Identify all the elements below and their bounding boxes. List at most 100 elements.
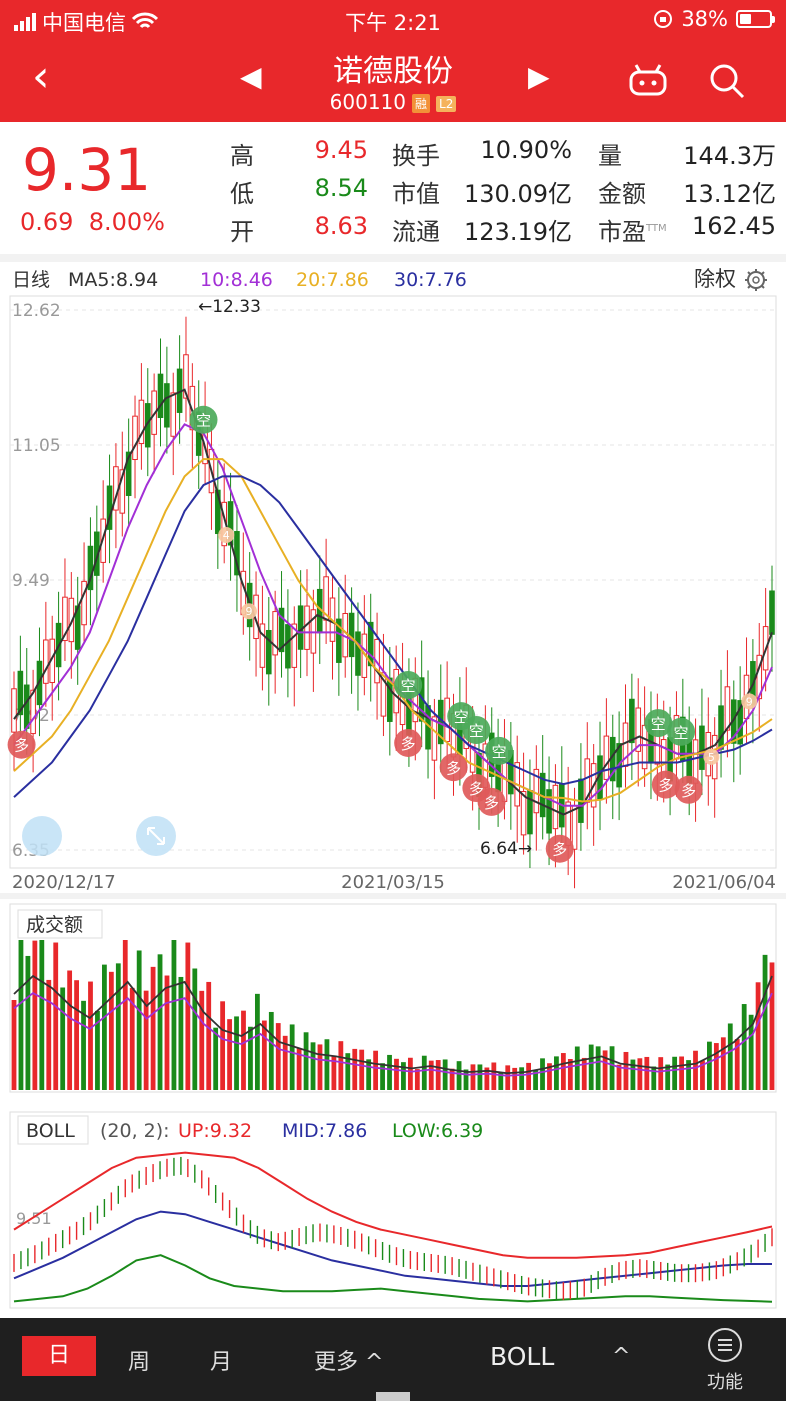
volume-bar — [296, 1048, 302, 1090]
volume-bar — [143, 990, 149, 1090]
volume-bar — [25, 955, 31, 1090]
candle-body — [520, 791, 527, 836]
robot-assistant-icon[interactable] — [628, 62, 668, 98]
signal-text: 空 — [196, 412, 211, 430]
volume-bar — [707, 1041, 712, 1090]
stock-code-row: 600110 融 L2 — [0, 90, 786, 114]
volume-bar — [644, 1056, 650, 1090]
signal-badge — [667, 717, 696, 746]
volume-bar — [526, 1062, 532, 1090]
divider — [0, 254, 786, 262]
volume-bar — [18, 940, 24, 1090]
prev-stock-icon[interactable]: ◀ — [240, 60, 262, 93]
candle-body — [552, 784, 559, 830]
candle-body — [17, 670, 24, 716]
ma5-label: MA5:8.94 — [68, 269, 158, 291]
volume-bar — [456, 1061, 462, 1090]
volume-bar — [554, 1056, 559, 1090]
signal-text: 空 — [651, 715, 666, 733]
candle-body — [699, 725, 705, 770]
settings-gear-icon[interactable] — [745, 269, 767, 291]
volume-label-box — [17, 909, 103, 939]
signal-text: 多 — [446, 759, 461, 777]
signal-badge — [485, 736, 514, 765]
adjust-label[interactable]: 除权 — [694, 267, 736, 291]
indicator-selector[interactable]: BOLL — [490, 1342, 555, 1371]
volume-bar — [727, 1023, 733, 1090]
amount-label: 金额 — [598, 180, 646, 208]
volume-bar — [560, 1053, 566, 1090]
signal-text: 5 — [708, 751, 715, 764]
tab-more[interactable]: 更多 ^ — [314, 1350, 384, 1375]
signal-badge — [240, 603, 257, 620]
signal-marker: 空 — [189, 405, 218, 434]
volume-bar — [567, 1059, 573, 1090]
expand-bubble-icon[interactable] — [136, 816, 176, 856]
volume-bar — [547, 1063, 552, 1090]
volume-bar — [115, 963, 121, 1090]
candle-body — [629, 698, 635, 744]
volume-chart[interactable]: 成交额 — [0, 900, 786, 1100]
signal-text: 空 — [492, 743, 507, 761]
price-change: 0.69 8.00% — [20, 208, 165, 236]
candle-body — [30, 689, 36, 735]
signal-badge — [545, 834, 574, 863]
indicator-arrow-icon[interactable]: ^ — [612, 1344, 631, 1369]
search-icon[interactable] — [708, 62, 746, 100]
volume-bar — [380, 1063, 385, 1090]
volume-bar — [407, 1057, 413, 1090]
low-value: 8.54 — [314, 174, 368, 202]
volume-bar — [282, 1035, 288, 1090]
candle-body — [285, 624, 291, 669]
candle-body — [215, 489, 221, 535]
volume-bar — [755, 982, 761, 1090]
boll-mid-label: MID:7.86 — [282, 1120, 367, 1142]
volume-bar — [658, 1057, 664, 1090]
battery-icon — [736, 10, 775, 28]
signal-marker: 空 — [485, 736, 514, 765]
signal-marker: 空 — [667, 717, 696, 746]
signal-marker: 空 — [394, 670, 423, 699]
volume-bar — [401, 1062, 406, 1090]
tab-day[interactable]: 日 — [22, 1336, 96, 1376]
signal-text: 多 — [469, 780, 484, 798]
volume-bar — [67, 970, 73, 1090]
level2-tag: L2 — [436, 95, 457, 112]
ma-line-ma30 — [13, 475, 773, 798]
volume-bar — [720, 1037, 726, 1090]
volume-bar — [88, 981, 93, 1090]
boll-chart[interactable]: BOLL (20, 2): UP:9.32 MID:7.86 LOW:6.39 … — [0, 1108, 786, 1314]
volume-bar — [310, 1042, 316, 1090]
ma-line-ma20 — [13, 458, 773, 803]
left-bubble-icon[interactable] — [22, 816, 62, 856]
divider — [0, 893, 786, 899]
candle-body — [11, 688, 17, 733]
kline-chart[interactable]: 日线 MA5:8.94 10:8.46 20:7.86 30:7.76 除权 1… — [0, 260, 786, 900]
volume-bar — [491, 1062, 497, 1090]
signal-marker: 9 — [240, 603, 257, 620]
volume-bar — [206, 981, 212, 1090]
volume-bar — [317, 1044, 323, 1090]
boll-line-up — [13, 1151, 773, 1259]
signal-marker: 多 — [439, 753, 468, 782]
next-stock-icon[interactable]: ▶ — [528, 60, 550, 93]
candle-body — [603, 735, 610, 780]
tab-month[interactable]: 月 — [210, 1350, 233, 1375]
candle-body — [756, 654, 763, 700]
turnover-value: 10.90% — [480, 136, 572, 164]
tab-week[interactable]: 周 — [128, 1350, 151, 1375]
volume-bar — [74, 980, 79, 1090]
volume-bar — [122, 940, 128, 1090]
candle-body — [43, 639, 49, 684]
back-icon[interactable]: ‹ — [32, 51, 50, 102]
low-annotation: 6.64→ — [480, 839, 532, 859]
volume-bar — [700, 1060, 705, 1090]
volume-bars — [11, 940, 775, 1090]
function-button[interactable]: 功能 — [700, 1328, 750, 1394]
volume-bar — [289, 1024, 295, 1090]
signal-badge — [189, 405, 218, 434]
signal-marker: 多 — [7, 730, 36, 759]
boll-lines — [13, 1151, 773, 1303]
turnover-label: 换手 — [392, 142, 440, 170]
